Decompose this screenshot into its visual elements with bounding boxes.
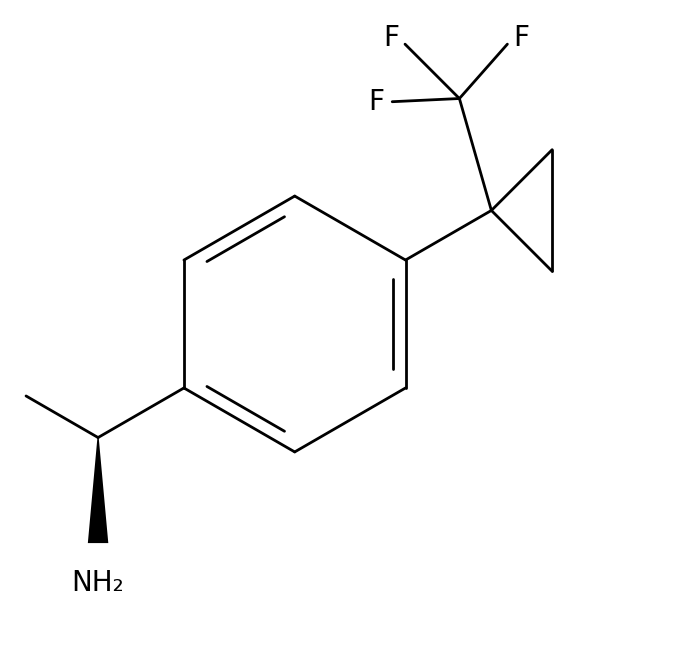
Text: F: F: [513, 24, 530, 52]
Polygon shape: [88, 437, 108, 543]
Text: NH₂: NH₂: [72, 569, 124, 597]
Text: F: F: [383, 24, 399, 52]
Text: F: F: [368, 87, 384, 116]
